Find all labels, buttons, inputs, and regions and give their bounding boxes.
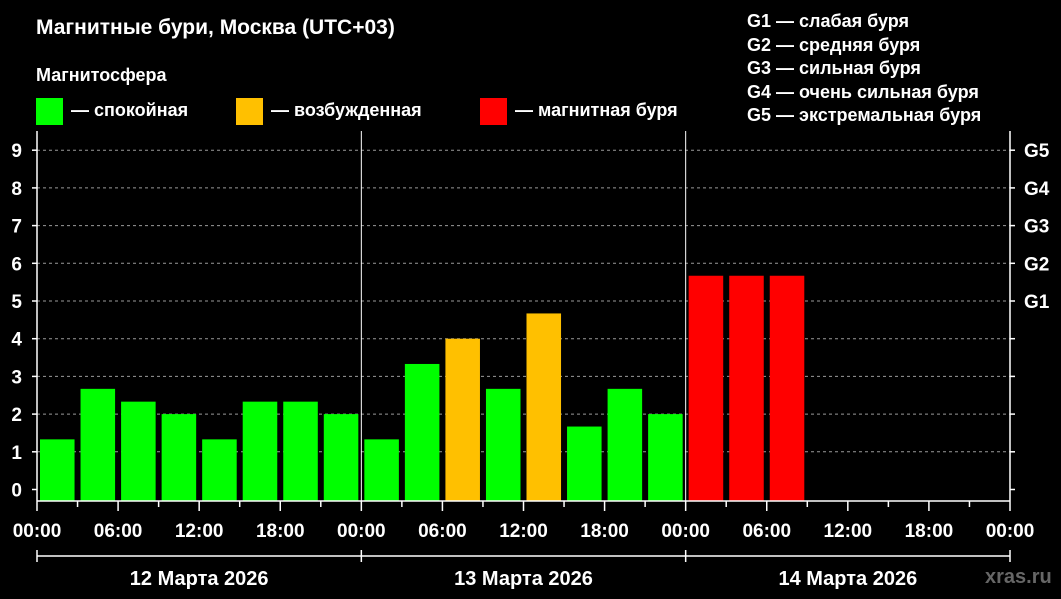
x-tick-label: 18:00 <box>256 521 305 542</box>
bar <box>364 439 399 501</box>
x-tick-label: 12:00 <box>175 521 224 542</box>
bar <box>404 363 440 501</box>
x-tick-label: 06:00 <box>418 521 467 542</box>
bar <box>202 439 237 501</box>
g-tick-label: G5 <box>1024 141 1050 162</box>
legend-label-active: — возбужденная <box>271 100 422 120</box>
bar <box>688 275 724 501</box>
g-level-g2: G2 — средняя буря <box>747 34 921 55</box>
legend-swatch-storm <box>480 98 507 125</box>
bar <box>80 388 116 501</box>
x-tick-label: 12:00 <box>499 521 548 542</box>
y-tick-label: 4 <box>11 330 22 351</box>
legend-title: Магнитосфера <box>36 65 167 85</box>
day-label: 13 Марта 2026 <box>454 568 593 590</box>
y-tick-label: 0 <box>11 481 22 502</box>
y-tick-label: 8 <box>11 179 22 200</box>
x-tick-label: 06:00 <box>742 521 791 542</box>
legend-label-storm: — магнитная буря <box>515 100 678 120</box>
bar <box>769 275 805 501</box>
y-tick-label: 6 <box>11 254 22 275</box>
bar <box>40 439 75 501</box>
day-label: 12 Марта 2026 <box>130 568 269 590</box>
x-tick-label: 18:00 <box>905 521 954 542</box>
legend-swatch-active <box>236 98 263 125</box>
legend-label-quiet: — спокойная <box>71 100 189 120</box>
day-label: 14 Марта 2026 <box>778 568 917 590</box>
bar <box>323 414 359 501</box>
g-tick-label: G2 <box>1024 254 1049 275</box>
bar <box>283 401 318 501</box>
bar <box>445 338 480 501</box>
g-tick-label: G4 <box>1024 179 1050 200</box>
g-tick-label: G3 <box>1024 217 1049 238</box>
bar <box>729 275 764 501</box>
y-tick-label: 1 <box>11 443 22 464</box>
bar <box>567 426 602 501</box>
bar <box>161 414 197 501</box>
y-tick-label: 5 <box>11 292 22 313</box>
x-tick-label: 12:00 <box>824 521 873 542</box>
x-tick-label: 00:00 <box>13 521 62 542</box>
x-tick-label: 00:00 <box>661 521 710 542</box>
y-tick-label: 7 <box>11 217 22 238</box>
bar <box>607 388 643 501</box>
y-tick-label: 9 <box>11 141 22 162</box>
legend-swatch-quiet <box>36 98 63 125</box>
x-tick-label: 00:00 <box>337 521 386 542</box>
x-tick-label: 00:00 <box>986 521 1035 542</box>
x-tick-label: 06:00 <box>94 521 143 542</box>
bar <box>485 388 521 501</box>
y-tick-label: 2 <box>11 405 22 426</box>
chart-title: Магнитные бури, Москва (UTC+03) <box>36 16 395 39</box>
watermark: xras.ru <box>985 566 1052 588</box>
g-level-g1: G1 — слабая буря <box>747 11 910 31</box>
bar <box>121 401 156 501</box>
g-level-g4: G4 — очень сильная буря <box>747 81 979 102</box>
g-level-g3: G3 — сильная буря <box>747 58 921 78</box>
bar <box>526 313 562 501</box>
g-level-legend: G1 — слабая буря G2 — средняя буря G3 — … <box>747 10 981 128</box>
bar <box>242 401 278 501</box>
y-tick-label: 3 <box>11 367 22 388</box>
bar <box>648 414 683 501</box>
g-level-g5: G5 — экстремальная буря <box>747 105 982 125</box>
g-tick-label: G1 <box>1024 292 1050 313</box>
x-tick-label: 18:00 <box>580 521 629 542</box>
